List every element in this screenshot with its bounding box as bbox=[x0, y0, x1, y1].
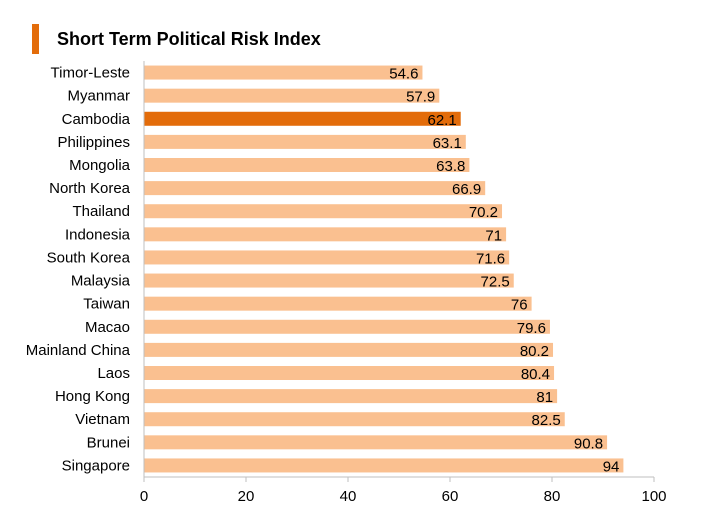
x-tick-label: 80 bbox=[544, 488, 561, 505]
bar bbox=[144, 88, 440, 103]
data-label: 70.2 bbox=[469, 204, 498, 221]
bar bbox=[144, 111, 461, 126]
bar bbox=[144, 296, 532, 311]
x-tick-label: 100 bbox=[641, 488, 666, 505]
chart-title: Short Term Political Risk Index bbox=[57, 28, 321, 49]
data-label: 71 bbox=[485, 227, 502, 244]
data-label: 54.6 bbox=[389, 66, 418, 83]
category-label: Hong Kong bbox=[55, 388, 130, 405]
data-label: 71.6 bbox=[476, 250, 505, 267]
bar bbox=[144, 227, 507, 242]
category-label: Malaysia bbox=[71, 273, 131, 290]
category-label: Thailand bbox=[72, 203, 130, 220]
data-label: 57.9 bbox=[406, 89, 435, 106]
data-label: 66.9 bbox=[452, 181, 481, 198]
category-label: Cambodia bbox=[62, 111, 131, 128]
category-label: Mainland China bbox=[26, 342, 131, 359]
data-label: 81 bbox=[536, 389, 553, 406]
data-label: 63.1 bbox=[433, 135, 462, 152]
data-label: 90.8 bbox=[574, 435, 603, 452]
data-label: 80.2 bbox=[520, 343, 549, 360]
bar bbox=[144, 250, 510, 265]
x-tick-label: 0 bbox=[140, 488, 148, 505]
data-label: 62.1 bbox=[428, 112, 457, 129]
bar bbox=[144, 134, 466, 149]
bar bbox=[144, 389, 558, 404]
category-label: Vietnam bbox=[75, 411, 130, 428]
category-label: Philippines bbox=[57, 134, 130, 151]
x-tick-label: 60 bbox=[442, 488, 459, 505]
category-label: South Korea bbox=[47, 249, 131, 266]
category-label: Macao bbox=[85, 319, 130, 336]
data-label: 79.6 bbox=[517, 320, 546, 337]
data-label: 94 bbox=[603, 458, 620, 475]
title-accent-bar bbox=[32, 24, 39, 54]
x-tick-label: 20 bbox=[238, 488, 255, 505]
category-label: Taiwan bbox=[83, 296, 130, 313]
category-label: Singapore bbox=[62, 457, 130, 474]
category-label: Brunei bbox=[87, 434, 130, 451]
bar bbox=[144, 435, 608, 450]
data-label: 72.5 bbox=[481, 274, 510, 291]
category-label: Indonesia bbox=[65, 226, 131, 243]
data-label: 76 bbox=[511, 297, 528, 314]
bar bbox=[144, 65, 423, 80]
category-label: North Korea bbox=[49, 180, 131, 197]
bar bbox=[144, 342, 554, 357]
data-label: 82.5 bbox=[532, 412, 561, 429]
bar bbox=[144, 412, 565, 427]
bar bbox=[144, 181, 486, 196]
category-label: Mongolia bbox=[69, 157, 131, 174]
bar bbox=[144, 273, 514, 288]
bar bbox=[144, 366, 555, 380]
bar bbox=[144, 319, 550, 334]
bar bbox=[144, 158, 470, 172]
category-label: Timor-Leste bbox=[51, 65, 130, 82]
category-label: Laos bbox=[97, 365, 130, 382]
data-label: 80.4 bbox=[521, 366, 550, 383]
chart-title-group: Short Term Political Risk Index bbox=[32, 24, 321, 54]
category-label: Myanmar bbox=[67, 88, 130, 105]
data-label: 63.8 bbox=[436, 158, 465, 175]
x-tick-label: 40 bbox=[340, 488, 357, 505]
bar bbox=[144, 458, 624, 473]
bar bbox=[144, 204, 503, 219]
